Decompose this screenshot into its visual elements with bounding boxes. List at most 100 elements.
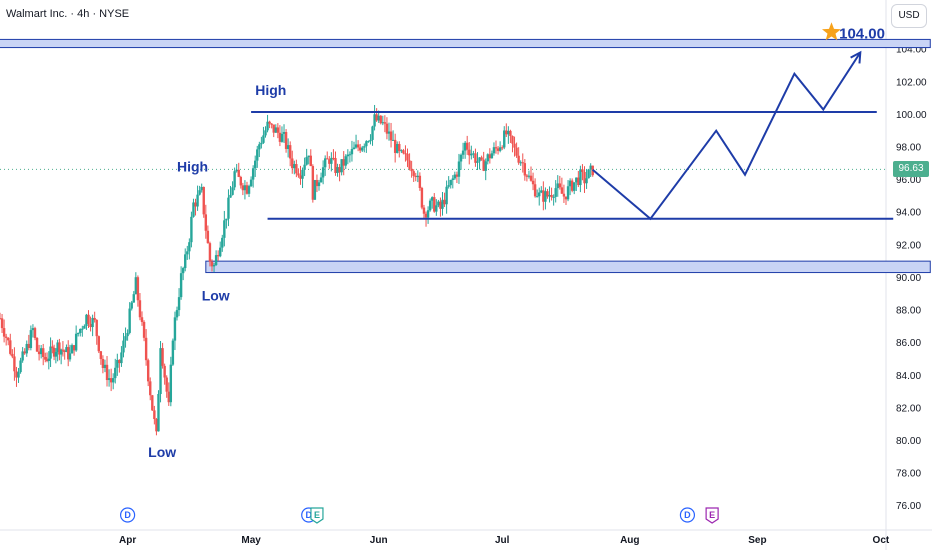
candle-body xyxy=(480,157,483,160)
candle xyxy=(550,187,553,201)
candle-body xyxy=(414,175,417,178)
candle-body xyxy=(264,130,267,136)
candle-body xyxy=(237,169,240,177)
candle-body xyxy=(124,336,127,341)
candle xyxy=(564,196,568,205)
candle-body xyxy=(503,130,506,148)
candle-body xyxy=(165,377,168,392)
candle xyxy=(39,345,43,359)
candle-body xyxy=(270,123,273,125)
candle-body xyxy=(130,302,133,309)
candle-body xyxy=(299,175,302,179)
y-tick-label: 102.00 xyxy=(896,77,927,88)
candle xyxy=(247,184,251,198)
event-letter: E xyxy=(314,510,320,520)
candle xyxy=(412,169,415,182)
candle-body xyxy=(350,149,354,155)
candle xyxy=(196,185,199,211)
candle xyxy=(453,171,457,180)
candle xyxy=(585,168,588,189)
candle-body xyxy=(149,381,152,396)
candle-body xyxy=(558,183,562,188)
candle xyxy=(398,141,401,158)
candle xyxy=(461,142,465,159)
candle-body xyxy=(449,179,452,186)
dividend-event-marker[interactable]: D xyxy=(679,507,696,523)
candle-body xyxy=(400,150,403,152)
candle xyxy=(542,181,545,211)
interval[interactable]: 4h xyxy=(77,8,90,20)
candle-body xyxy=(515,147,518,156)
candle xyxy=(124,327,127,348)
candle-body xyxy=(387,131,391,134)
symbol-name[interactable]: Walmart Inc. xyxy=(6,8,68,20)
candle-body xyxy=(540,190,543,193)
candle-body xyxy=(227,197,230,219)
dividend-event-marker[interactable]: D xyxy=(120,507,136,523)
candle xyxy=(81,325,84,337)
candle-body xyxy=(225,218,228,221)
candle-body xyxy=(348,154,352,156)
candle xyxy=(332,149,335,161)
candle xyxy=(68,344,72,362)
candle xyxy=(544,187,547,210)
candle-body xyxy=(204,214,208,231)
candle-body xyxy=(472,153,475,155)
x-tick-label: Sep xyxy=(748,535,766,546)
candle-body xyxy=(52,347,56,357)
candle-body xyxy=(175,310,179,318)
candle-body xyxy=(140,317,144,323)
candle xyxy=(42,343,45,366)
candle xyxy=(59,348,63,365)
candle-body xyxy=(190,216,193,243)
candle xyxy=(521,153,524,173)
candle xyxy=(194,198,197,216)
candle-body xyxy=(288,145,292,159)
candle xyxy=(297,168,300,178)
candle xyxy=(114,358,117,384)
candle-body xyxy=(385,123,389,134)
candle xyxy=(319,172,323,183)
y-tick-label: 104.00 xyxy=(896,45,927,56)
candle-body xyxy=(517,155,520,163)
candle xyxy=(49,337,52,368)
y-tick-label: 90.00 xyxy=(896,273,921,284)
candle-body xyxy=(342,159,345,166)
candle-body xyxy=(81,328,84,330)
candle xyxy=(159,341,162,403)
candle xyxy=(500,145,504,151)
candle-body xyxy=(295,164,298,174)
candle xyxy=(163,363,166,385)
candle xyxy=(130,300,133,311)
exchange: NYSE xyxy=(99,8,130,20)
candle xyxy=(463,140,467,159)
candle-body xyxy=(488,154,492,159)
candle xyxy=(210,259,214,272)
candle xyxy=(151,394,154,411)
earnings-event-marker[interactable]: E xyxy=(310,507,324,524)
candle xyxy=(420,186,424,210)
candle-body xyxy=(291,158,294,169)
candle xyxy=(221,234,224,252)
candle-body xyxy=(293,164,296,169)
candle xyxy=(0,312,2,320)
candle xyxy=(67,340,70,367)
candle-body xyxy=(393,139,397,153)
candle-body xyxy=(585,178,588,184)
candle xyxy=(525,173,529,182)
star-icon xyxy=(822,22,841,41)
candle-body xyxy=(340,159,343,173)
currency-selector[interactable]: USD xyxy=(891,4,927,28)
candle xyxy=(482,151,485,172)
earnings-event-marker[interactable]: E xyxy=(705,507,719,524)
candle-body xyxy=(126,332,129,337)
candle-body xyxy=(0,318,2,320)
candle xyxy=(433,193,436,213)
candle xyxy=(455,171,459,184)
candle xyxy=(354,134,358,149)
candle-body xyxy=(31,328,35,331)
candle xyxy=(363,143,366,153)
candle-body xyxy=(552,196,555,198)
candle xyxy=(219,241,222,258)
